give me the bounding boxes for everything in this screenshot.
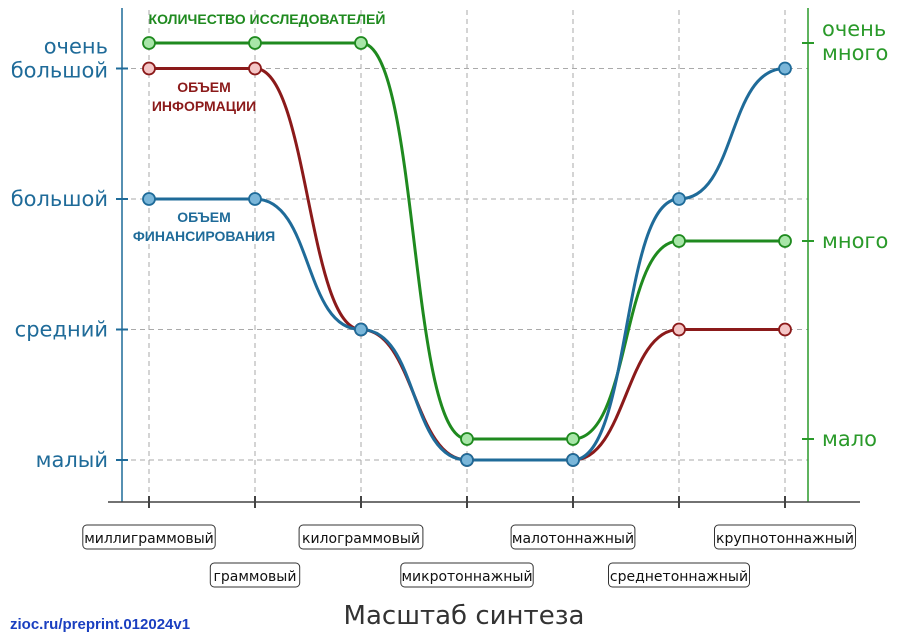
svg-text:крупнотоннажный: крупнотоннажный [716,531,854,547]
source-link[interactable]: zioc.ru/preprint.012024v1 [10,616,190,633]
series-2-point-4 [566,432,580,446]
series-2-point-5 [672,234,686,248]
series-line-2 [148,41,785,441]
series-layer [142,36,792,467]
x-tick-label-2: килограммовый [298,524,424,550]
right-tick-label-0: мало [822,427,877,451]
series-0-point-2 [354,322,368,337]
x-tick-label-3: микротоннажный [400,562,534,588]
series-1-point-5 [672,322,686,337]
series-0-point-6 [778,61,792,76]
right-tick-label-2: очень много [822,17,888,65]
series-1-point-6 [778,322,792,337]
series-0-point-0 [142,192,156,206]
left-tick-label-0: малый [36,448,108,472]
series-2-point-6 [778,234,792,248]
series-1-point-0 [142,61,156,76]
x-tick-label-0: миллиграммовый [82,524,216,550]
series-label-0: ОБЪЕМ ФИНАНСИРОВАНИЯ [133,209,275,244]
series-0-point-5 [672,192,686,206]
series-0-point-4 [566,453,580,467]
x-axis-title: Масштаб синтеза [344,601,585,631]
series-2-point-3 [460,432,474,446]
svg-text:килограммовый: килограммовый [302,531,420,547]
series-2-point-1 [248,36,262,50]
series-0-point-1 [248,192,262,206]
x-tick-label-6: крупнотоннажный [714,524,856,550]
right-tick-label-1: много [822,229,888,253]
series-1-point-1 [248,61,262,76]
x-tick-label-5: среднетоннажный [608,562,750,588]
svg-text:граммовый: граммовый [214,569,297,585]
series-label-2: КОЛИЧЕСТВО ИССЛЕДОВАТЕЛЕЙ [149,10,386,27]
labels: ОБЪЕМ ФИНАНСИРОВАНИЯ ОБЪЕМ ИНФОРМАЦИИ КОЛИЧЕ… [133,10,386,244]
left-tick-label-3: очень большой [11,35,108,83]
series-2-point-0 [142,36,156,50]
series-label-1: ОБЪЕМ ИНФОРМАЦИИ [152,79,256,114]
series-0-point-3 [460,453,474,467]
svg-text:миллиграммовый: миллиграммовый [84,531,214,547]
x-tick-label-1: граммовый [209,562,301,588]
svg-text:среднетоннажный: среднетоннажный [610,569,748,585]
left-tick-label-2: большой [11,187,108,211]
svg-text:малотоннажный: малотоннажный [512,531,634,547]
x-tick-label-4: малотоннажный [510,524,636,550]
svg-text:микротоннажный: микротоннажный [401,569,532,585]
series-2-point-2 [354,36,368,50]
left-tick-label-1: средний [15,318,108,342]
axes: малый средний большой очень большой мало много… [11,8,888,588]
